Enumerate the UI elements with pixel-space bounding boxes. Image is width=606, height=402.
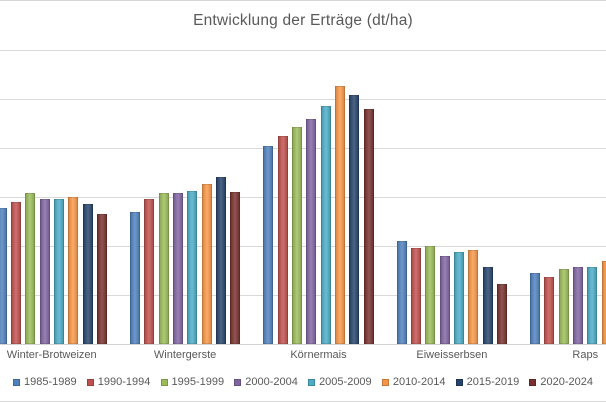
bar-2005-2009-eiweisserbsen	[454, 252, 465, 344]
bar-1995-1999-wintergerste	[158, 193, 169, 344]
bar-1985-1989-wintergerste	[129, 211, 140, 344]
legend-item-2000-2004: 2000-2004	[234, 376, 298, 388]
gridline-120	[0, 50, 606, 51]
legend-item-1990-1994: 1990-1994	[86, 376, 151, 388]
category-label-eiweisserbsen: Eiweisserbsen	[416, 349, 488, 361]
category-label-raps: Raps	[572, 349, 599, 361]
legend-swatch-icon	[529, 378, 537, 386]
legend-swatch-icon	[86, 378, 94, 386]
bar-2005-2009-winter-brotweizen	[53, 199, 64, 344]
bar-2020-2024-winter-brotweizen	[96, 214, 107, 344]
bar-2010-2014-winter-brotweizen	[68, 197, 79, 344]
category-label-körnermais: Körnermais	[290, 349, 347, 361]
legend-item-2020-2024: 2020-2024	[529, 376, 593, 388]
legend-label: 2015-2019	[466, 376, 520, 388]
bar-2020-2024-wintergerste	[230, 192, 241, 344]
chart-title: Entwicklung der Erträge (dt/ha)	[193, 12, 413, 29]
bar-2000-2004-raps	[573, 266, 584, 344]
bar-2000-2004-winter-brotweizen	[39, 199, 50, 344]
bar-2015-2019-eiweisserbsen	[482, 266, 493, 344]
legend-item-2010-2014: 2010-2014	[381, 376, 446, 388]
bar-group-raps	[519, 1, 606, 344]
bar-2000-2004-eiweisserbsen	[439, 255, 450, 344]
legend-item-1985-1989: 1985-1989	[13, 376, 77, 388]
bar-1985-1989-raps	[530, 272, 541, 344]
bar-1985-1989-eiweisserbsen	[396, 241, 407, 344]
legend-swatch-icon	[308, 378, 316, 386]
plot-area	[0, 1, 606, 344]
legend-swatch-icon	[160, 378, 168, 386]
legend-label: 2010-2014	[392, 376, 446, 388]
legend-label: 1985-1989	[24, 376, 77, 388]
bar-2010-2014-wintergerste	[201, 183, 212, 344]
legend: 1985-1989 1990-1994 1995-1999 2000-2004 2005…	[0, 373, 606, 391]
bar-2015-2019-wintergerste	[215, 177, 226, 344]
legend-label: 2020-2024	[540, 376, 593, 388]
gridline-60	[0, 197, 606, 198]
bar-1990-1994-winter-brotweizen	[10, 201, 21, 344]
bar-2010-2014-eiweisserbsen	[468, 249, 479, 344]
bar-1995-1999-raps	[558, 269, 569, 344]
bar-2020-2024-körnermais	[363, 108, 374, 344]
category-label-winter-brotweizen: Winter-Brotweizen	[6, 349, 97, 361]
bar-2010-2014-körnermais	[334, 85, 345, 344]
bar-1995-1999-körnermais	[291, 127, 302, 344]
legend-label: 2000-2004	[245, 376, 298, 388]
bar-1990-1994-raps	[544, 276, 555, 344]
legend-item-1995-1999: 1995-1999	[160, 376, 225, 388]
bar-1985-1989-körnermais	[263, 145, 274, 344]
bar-2010-2014-raps	[601, 260, 606, 344]
legend-swatch-icon	[381, 378, 389, 386]
category-label-wintergerste: Wintergerste	[153, 349, 217, 361]
legend-swatch-icon	[455, 378, 463, 386]
bar-group-eiweisserbsen	[385, 1, 518, 344]
legend-label: 1990-1994	[97, 376, 151, 388]
gridline-100	[0, 99, 606, 100]
gridline-80	[0, 148, 606, 149]
x-axis-line	[0, 344, 606, 345]
bar-group-winter-brotweizen	[0, 1, 118, 344]
bar-2000-2004-wintergerste	[172, 193, 183, 344]
legend-swatch-icon	[234, 378, 242, 386]
bar-2000-2004-körnermais	[306, 118, 317, 344]
gridline-20	[0, 295, 606, 296]
bar-2005-2009-wintergerste	[187, 190, 198, 344]
legend-label: 1995-1999	[171, 376, 225, 388]
bar-2015-2019-winter-brotweizen	[82, 204, 93, 344]
bar-1990-1994-eiweisserbsen	[411, 248, 422, 344]
bar-group-körnermais	[252, 1, 385, 344]
bar-1995-1999-eiweisserbsen	[425, 246, 436, 344]
bar-1990-1994-wintergerste	[144, 199, 155, 344]
legend-item-2015-2019: 2015-2019	[455, 376, 520, 388]
bar-1985-1989-winter-brotweizen	[0, 208, 7, 344]
legend-swatch-icon	[13, 378, 20, 386]
bar-1990-1994-körnermais	[277, 135, 288, 344]
category-axis: Winter-Brotweizen Wintergerste Körnermais E…	[0, 349, 606, 361]
bar-1995-1999-winter-brotweizen	[25, 193, 36, 344]
bar-2005-2009-körnermais	[320, 106, 331, 344]
bar-2005-2009-raps	[587, 266, 598, 344]
legend-item-2005-2009: 2005-2009	[308, 376, 372, 388]
bar-2020-2024-eiweisserbsen	[497, 283, 508, 344]
legend-label: 2005-2009	[319, 376, 372, 388]
gridline-40	[0, 246, 606, 247]
bar-2015-2019-körnermais	[349, 95, 360, 344]
bar-group-wintergerste	[118, 1, 251, 344]
